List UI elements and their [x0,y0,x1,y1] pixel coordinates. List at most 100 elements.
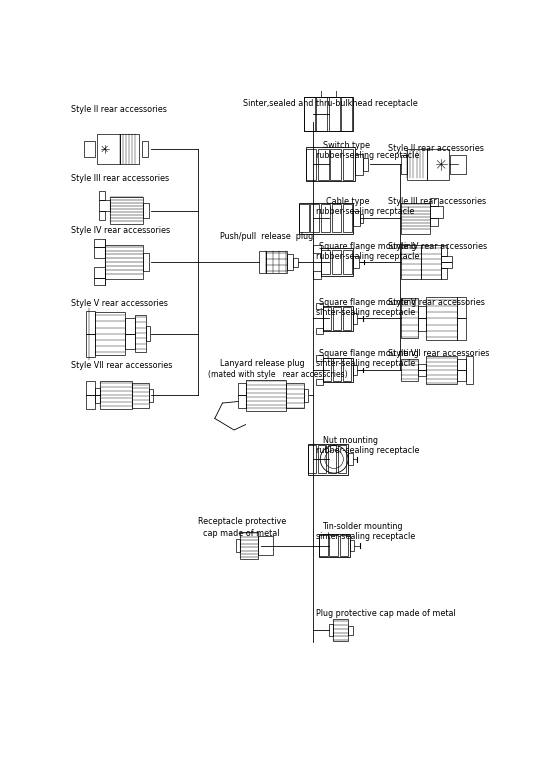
Bar [143,253,149,271]
Bar [310,204,320,232]
Bar [343,149,353,180]
Bar [330,149,341,180]
Bar [401,155,407,173]
Bar [456,359,466,370]
Bar [332,359,341,382]
Bar [421,245,441,279]
Bar [323,307,331,330]
Bar [401,299,418,338]
Bar [418,306,426,318]
Text: Style II rear accessories: Style II rear accessories [71,105,166,114]
Text: Style IV rear accessories: Style IV rear accessories [388,242,487,251]
Bar [105,245,143,279]
Bar [330,535,338,556]
Bar [120,134,139,164]
Bar [293,258,298,267]
Bar [306,149,316,180]
Text: Square flange mounting: Square flange mounting [319,298,416,306]
Text: Style III rear accessories: Style III rear accessories [71,174,169,183]
Bar [353,313,357,324]
Bar [418,370,426,376]
Bar [426,356,456,384]
Bar [304,97,315,131]
Bar [96,395,100,403]
Bar [360,214,364,223]
Bar [350,540,354,551]
Text: (mated with style   rear accesscries): (mated with style rear accesscries) [208,370,347,379]
Bar [100,382,133,409]
Bar [259,252,266,273]
Bar [245,380,286,410]
Text: Style V rear accessories: Style V rear accessories [71,299,168,308]
Bar [236,540,240,552]
Bar [133,383,149,407]
Bar [343,204,352,232]
Bar [332,204,341,232]
Bar [401,203,430,233]
Bar [313,271,321,279]
Bar [96,388,100,395]
Bar [94,267,105,277]
Text: rubber-sealing receptacle: rubber-sealing receptacle [316,446,420,455]
Bar [466,356,474,384]
Bar [308,444,348,475]
Bar [238,395,245,407]
Bar [308,445,316,473]
Bar [343,250,352,274]
Bar [321,204,330,232]
Bar [143,203,149,218]
Bar [86,382,96,395]
Text: rubber-sealing receptacle: rubber-sealing receptacle [316,151,420,160]
Text: Tin-solder mounting: Tin-solder mounting [323,522,403,531]
Bar [286,383,304,407]
Bar [99,211,105,220]
Text: Style VII rear accessories: Style VII rear accessories [71,361,172,369]
Bar [343,307,351,330]
Bar [149,389,153,401]
Bar [323,306,353,331]
Bar [110,197,143,224]
Bar [97,134,120,164]
Bar [338,445,346,473]
Bar [441,245,447,256]
Bar [318,445,326,473]
Text: Push/pull  release  plug: Push/pull release plug [220,232,314,241]
Bar [94,277,105,285]
Text: Style II rear accessories: Style II rear accessories [388,144,484,153]
Bar [86,395,96,409]
Bar [456,297,466,318]
Bar [318,149,329,180]
Bar [316,354,323,361]
Text: rubber-sealing receptacle: rubber-sealing receptacle [316,252,420,261]
Bar [332,619,348,641]
Bar [99,191,105,200]
Bar [451,155,466,173]
Bar [353,365,357,375]
Bar [321,249,353,276]
Bar [304,389,308,401]
Bar [348,625,353,635]
Text: Switch type: Switch type [323,141,369,150]
Bar [329,624,332,636]
Bar [456,370,466,381]
Bar [142,141,148,157]
Bar [96,312,125,356]
Bar [316,303,323,309]
Bar [329,97,339,131]
Bar [240,532,258,559]
Bar [418,364,426,370]
Bar [341,97,352,131]
Bar [125,334,135,349]
Bar [125,318,135,334]
Bar [343,359,351,382]
Text: sinter-sealing receptacle: sinter-sealing receptacle [316,533,416,541]
Text: cap made of metal: cap made of metal [203,528,280,537]
Text: Receptacle protective: Receptacle protective [198,517,286,526]
Text: Style VII rear accessories: Style VII rear accessories [388,349,489,358]
Text: Plug protective cap made of metal: Plug protective cap made of metal [316,609,456,618]
Bar [362,158,368,170]
Bar [316,379,323,385]
Bar [407,149,427,180]
Bar [316,328,323,334]
Bar [323,358,353,382]
